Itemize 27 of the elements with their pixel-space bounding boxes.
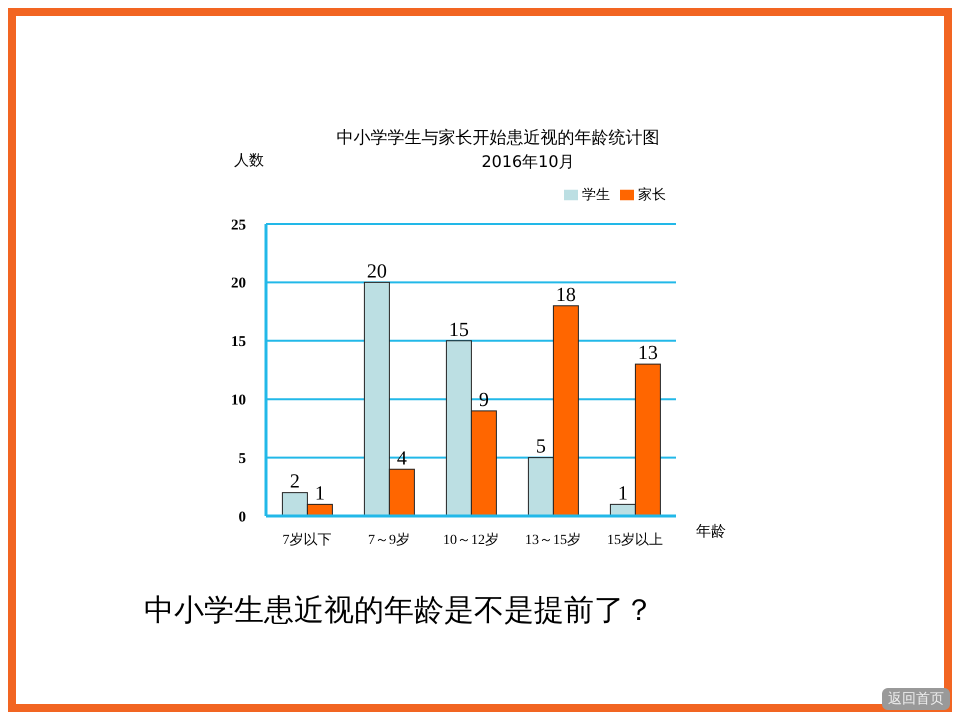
- chart-subtitle: 2016年10月: [481, 152, 575, 171]
- x-tick-label: 15岁以上: [607, 532, 663, 548]
- data-label: 20: [366, 260, 387, 282]
- y-tick-label: 5: [238, 450, 246, 467]
- y-tick-label: 0: [238, 509, 246, 526]
- data-label: 13: [638, 342, 658, 364]
- x-axis-title: 年龄: [696, 522, 726, 541]
- y-tick-label: 25: [231, 217, 246, 234]
- y-tick-label: 10: [231, 392, 246, 409]
- data-label: 2: [290, 470, 300, 493]
- y-tick-label: 15: [231, 334, 246, 350]
- data-label: 5: [536, 436, 546, 458]
- x-tick-label: 7～9岁: [368, 532, 410, 548]
- x-tick-label: 13～15岁: [525, 532, 581, 548]
- y-tick-label: 20: [231, 276, 246, 292]
- data-label: 1: [618, 482, 628, 504]
- chart-title: 中小学学生与家长开始患近视的年龄统计图: [336, 127, 660, 149]
- data-label: 1: [314, 482, 325, 504]
- x-tick-label: 10～12岁: [443, 532, 499, 548]
- data-label: 18: [556, 284, 576, 306]
- y-axis-title: 人数: [234, 151, 264, 170]
- home-button: 返回首页: [882, 688, 950, 710]
- x-tick-label: 7岁以下: [282, 532, 332, 548]
- legend-label: 家长: [638, 187, 666, 203]
- text: 中小学生患近视的年龄是不是提前了？: [144, 592, 654, 630]
- data-label: 15: [448, 318, 469, 341]
- legend-label: 学生: [582, 187, 610, 203]
